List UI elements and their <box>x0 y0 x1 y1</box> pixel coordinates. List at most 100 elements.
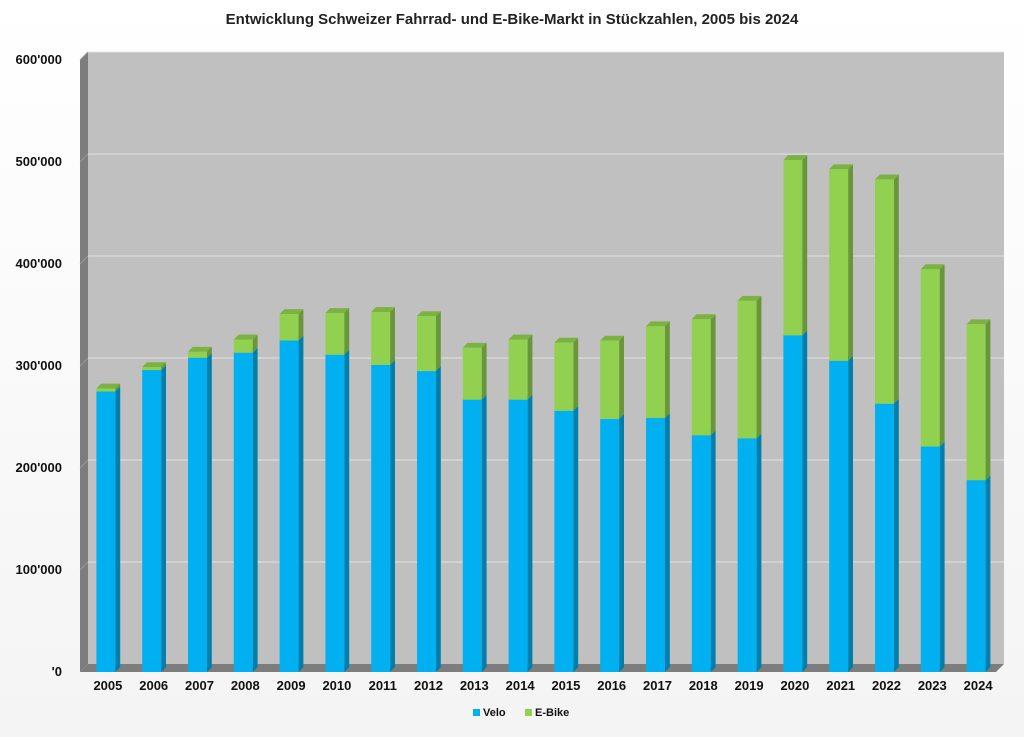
plot-floor <box>80 664 1004 672</box>
gridline-side <box>79 561 89 571</box>
bars <box>96 155 991 672</box>
x-tick-label: 2021 <box>826 678 855 693</box>
bar-side <box>756 295 762 439</box>
bar-top <box>142 362 166 368</box>
bar-side <box>802 155 808 336</box>
legend-label: Velo <box>483 707 506 719</box>
bar-side <box>756 433 762 672</box>
bar-e-bike <box>508 334 533 400</box>
bar-top <box>737 295 762 301</box>
bar-e-bike <box>783 155 808 336</box>
bar-side <box>985 319 991 481</box>
bar-front <box>966 480 986 672</box>
bar-front <box>279 340 299 672</box>
bar-front <box>920 446 940 672</box>
bar-front <box>371 311 391 365</box>
bar-velo <box>875 398 899 672</box>
bar-side <box>207 353 212 672</box>
x-tick-label: 2019 <box>735 678 764 693</box>
x-tick-label: 2020 <box>780 678 809 693</box>
bar-side <box>665 321 670 419</box>
bar-e-bike <box>646 321 670 419</box>
bar-front <box>737 438 757 672</box>
bar-side <box>710 314 716 436</box>
bar-front <box>508 399 528 672</box>
x-tick-label: 2009 <box>277 678 306 693</box>
bar-front <box>920 269 940 447</box>
y-tick-label: '0 <box>52 664 62 679</box>
bar-side <box>527 334 533 400</box>
bar-side <box>115 383 121 392</box>
bar-front <box>279 313 299 341</box>
bar-top <box>417 311 441 317</box>
bar-top <box>646 321 670 327</box>
bar-velo <box>829 356 853 672</box>
bar-side <box>115 386 121 672</box>
bar-side <box>665 413 670 672</box>
legend: Velo E-Bike <box>473 707 569 719</box>
x-tick-label: 2006 <box>139 678 168 693</box>
bar-velo <box>600 414 624 672</box>
bar-front <box>188 357 207 672</box>
bar-velo <box>737 433 762 672</box>
bar-top <box>279 309 304 314</box>
bar-e-bike <box>966 319 991 481</box>
bar-top <box>920 264 945 270</box>
bar-e-bike <box>462 342 487 400</box>
bar-front <box>554 342 574 411</box>
bar-front <box>737 300 757 439</box>
bar-front <box>462 399 482 672</box>
bar-top <box>233 334 258 340</box>
gridline-side <box>79 459 89 469</box>
y-tick-label: 100'000 <box>16 562 62 577</box>
bar-side <box>481 342 487 400</box>
bar-front <box>233 352 253 672</box>
chart-title: Entwicklung Schweizer Fahrrad- und E-Bik… <box>226 11 799 28</box>
bar-front <box>691 435 711 672</box>
bar-front <box>875 179 894 404</box>
y-tick-label: 200'000 <box>16 460 62 475</box>
bar-front <box>371 364 391 672</box>
x-tick-label: 2022 <box>872 678 901 693</box>
bar-e-bike <box>600 335 624 420</box>
bar-side <box>619 335 624 420</box>
bar-e-bike <box>875 174 899 404</box>
bar-side <box>344 349 350 672</box>
bar-velo <box>462 394 487 672</box>
bar-front <box>417 316 436 372</box>
legend-swatch <box>473 709 480 716</box>
bar-top <box>691 314 716 320</box>
bar-side <box>985 475 991 672</box>
bar-top <box>600 335 624 341</box>
bar-e-bike <box>417 311 441 372</box>
bar-front <box>600 340 620 420</box>
bar-e-bike <box>371 307 395 365</box>
bar-front <box>829 169 849 361</box>
bar-e-bike <box>279 309 304 341</box>
bar-front <box>142 370 162 672</box>
legend-item: Velo <box>473 707 506 719</box>
bar-front <box>462 347 482 400</box>
bar-side <box>939 441 945 672</box>
bar-top <box>96 383 121 389</box>
x-tick-label: 2013 <box>460 678 489 693</box>
bar-front <box>325 312 345 355</box>
bar-velo <box>920 441 945 672</box>
y-tick-label: 600'000 <box>16 52 62 67</box>
bar-top <box>875 174 899 180</box>
gridline-side <box>79 357 89 367</box>
bar-front <box>188 351 207 358</box>
gridline-side <box>79 51 89 61</box>
bar-front <box>646 418 665 672</box>
bar-top <box>783 155 808 160</box>
bar-front <box>96 391 116 672</box>
bar-front <box>783 159 803 336</box>
bar-front <box>600 419 620 672</box>
bar-front <box>96 388 116 392</box>
bar-front <box>233 339 253 353</box>
y-axis-ticks: '0 100'000 200'000 300'000 400'000 500'000 600… <box>16 52 62 679</box>
x-tick-label: 2023 <box>918 678 947 693</box>
gridline-side <box>79 255 89 265</box>
bar-front <box>417 371 436 672</box>
bar-e-bike <box>188 346 212 358</box>
